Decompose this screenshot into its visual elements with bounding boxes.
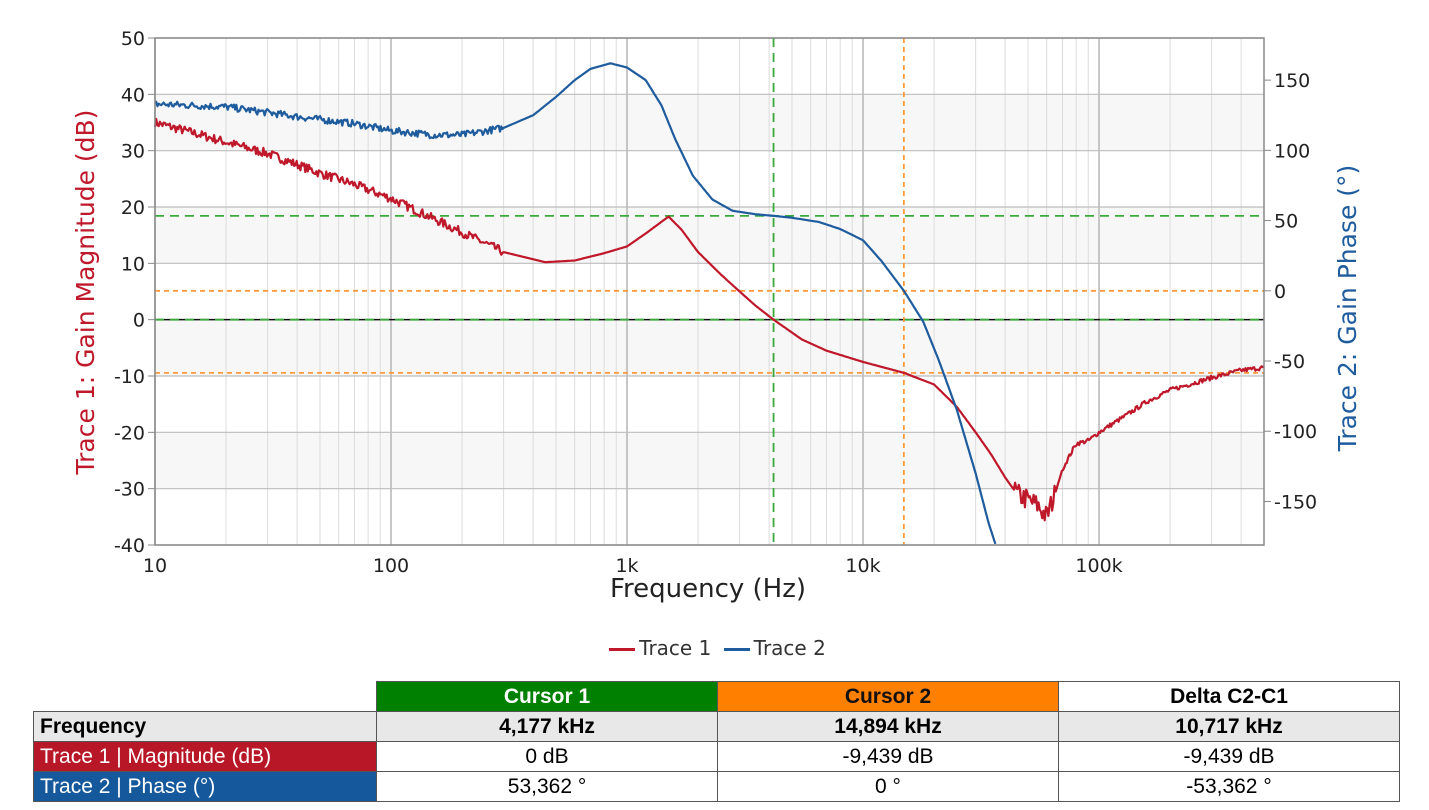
grid-band <box>155 94 1264 151</box>
x-axis-title: Frequency (Hz) <box>610 574 806 604</box>
cell: -9,439 dB <box>1058 741 1400 772</box>
row-label-frequency: Frequency <box>33 711 377 742</box>
y-tick-label-right: 100 <box>1274 140 1310 162</box>
cell: 53,362 ° <box>376 771 718 802</box>
table-row: Trace 2 | Phase (°) 53,362 ° 0 ° -53,362… <box>33 771 1400 802</box>
cell: 4,177 kHz <box>376 711 718 742</box>
table-row: Frequency 4,177 kHz 14,894 kHz 10,717 kH… <box>33 711 1400 742</box>
legend-swatch-trace2 <box>723 648 750 651</box>
y-tick-label-left: -20 <box>114 422 145 444</box>
y-axis-left-title: Trace 1: Gain Magnitude (dB) <box>71 110 100 476</box>
table-corner <box>33 681 377 712</box>
trace-2-line <box>154 62 997 545</box>
cell: 0 ° <box>717 771 1059 802</box>
x-tick-label: 10 <box>143 555 167 577</box>
trace-1-line <box>153 117 1265 522</box>
header-cursor2: Cursor 2 <box>717 681 1059 712</box>
y-tick-label-left: -30 <box>114 479 145 501</box>
header-delta: Delta C2-C1 <box>1058 681 1400 712</box>
row-label-trace2: Trace 2 | Phase (°) <box>33 771 377 802</box>
y-axis-right-title: Trace 2: Gain Phase (°) <box>1333 165 1362 453</box>
y-tick-label-left: 10 <box>121 253 145 275</box>
cell: 14,894 kHz <box>717 711 1059 742</box>
grid-band <box>155 319 1264 376</box>
y-tick-label-left: -10 <box>114 366 145 388</box>
cell: 10,717 kHz <box>1058 711 1400 742</box>
x-tick-label: 100 <box>373 555 409 577</box>
y-tick-label-right: -100 <box>1274 421 1317 443</box>
legend: Trace 1 Trace 2 <box>0 636 1429 660</box>
y-tick-label-right: 0 <box>1274 281 1286 303</box>
legend-label-trace1: Trace 1 <box>639 636 712 660</box>
x-tick-label: 10k <box>845 555 880 577</box>
cursor-table: Cursor 1 Cursor 2 Delta C2-C1 Frequency … <box>33 681 1400 802</box>
bode-plot: 10 100 1k 10k 100k50403020100-10-20-30-40150… <box>71 28 1362 604</box>
y-tick-label-right: -150 <box>1274 491 1317 513</box>
legend-label-trace2: Trace 2 <box>753 636 826 660</box>
x-tick-label: 100k <box>1075 555 1122 577</box>
y-tick-label-right: 150 <box>1274 70 1310 92</box>
table-header-row: Cursor 1 Cursor 2 Delta C2-C1 <box>33 681 1400 712</box>
y-tick-label-right: 50 <box>1274 211 1298 233</box>
cell: 0 dB <box>376 741 718 772</box>
plot-frame <box>154 37 1265 546</box>
y-tick-label-left: 50 <box>121 28 145 50</box>
y-tick-label-left: 20 <box>121 197 145 219</box>
cell: -9,439 dB <box>717 741 1059 772</box>
y-tick-label-left: -40 <box>114 535 145 557</box>
legend-swatch-trace1 <box>609 648 636 651</box>
y-tick-label-left: 40 <box>121 84 145 106</box>
y-tick-label-left: 30 <box>121 141 145 163</box>
y-tick-label-right: -50 <box>1274 351 1305 373</box>
header-cursor1: Cursor 1 <box>376 681 718 712</box>
grid-band <box>155 432 1264 489</box>
cell: -53,362 ° <box>1058 771 1400 802</box>
y-tick-label-left: 0 <box>133 310 145 332</box>
table-row: Trace 1 | Magnitude (dB) 0 dB -9,439 dB … <box>33 741 1400 772</box>
x-tick-label: 1k <box>615 555 638 577</box>
row-label-trace1: Trace 1 | Magnitude (dB) <box>33 741 377 772</box>
